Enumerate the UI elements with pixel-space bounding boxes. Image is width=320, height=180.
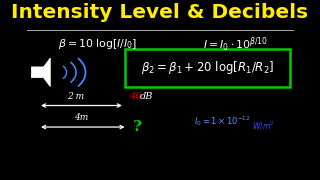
Bar bbox=[125, 49, 290, 87]
Text: ?: ? bbox=[133, 120, 142, 134]
Text: 2 m: 2 m bbox=[68, 92, 84, 101]
Text: $\beta_2 = \beta_1 + 20\ \log[R_1/R_2]$: $\beta_2 = \beta_1 + 20\ \log[R_1/R_2]$ bbox=[141, 59, 274, 76]
Text: $I_0 = 1\times 10^{-12}$: $I_0 = 1\times 10^{-12}$ bbox=[194, 114, 251, 128]
Text: Intensity Level & Decibels: Intensity Level & Decibels bbox=[12, 3, 308, 22]
Text: 40: 40 bbox=[129, 92, 141, 101]
Polygon shape bbox=[31, 58, 50, 87]
Text: $W/m^2$: $W/m^2$ bbox=[252, 120, 274, 132]
Text: 4m: 4m bbox=[74, 113, 89, 122]
Text: $I = I_0\cdot 10^{\beta/10}$: $I = I_0\cdot 10^{\beta/10}$ bbox=[203, 35, 268, 54]
Text: $\beta = 10\ \log[I/I_0]$: $\beta = 10\ \log[I/I_0]$ bbox=[58, 37, 137, 51]
Text: dB: dB bbox=[140, 92, 153, 101]
